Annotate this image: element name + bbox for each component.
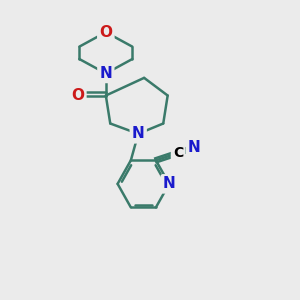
Text: N: N — [100, 66, 112, 81]
Text: N: N — [163, 176, 175, 191]
Text: C: C — [173, 146, 183, 160]
Text: O: O — [71, 88, 84, 103]
Text: N: N — [132, 126, 145, 141]
Text: N: N — [188, 140, 200, 155]
Text: O: O — [99, 25, 112, 40]
